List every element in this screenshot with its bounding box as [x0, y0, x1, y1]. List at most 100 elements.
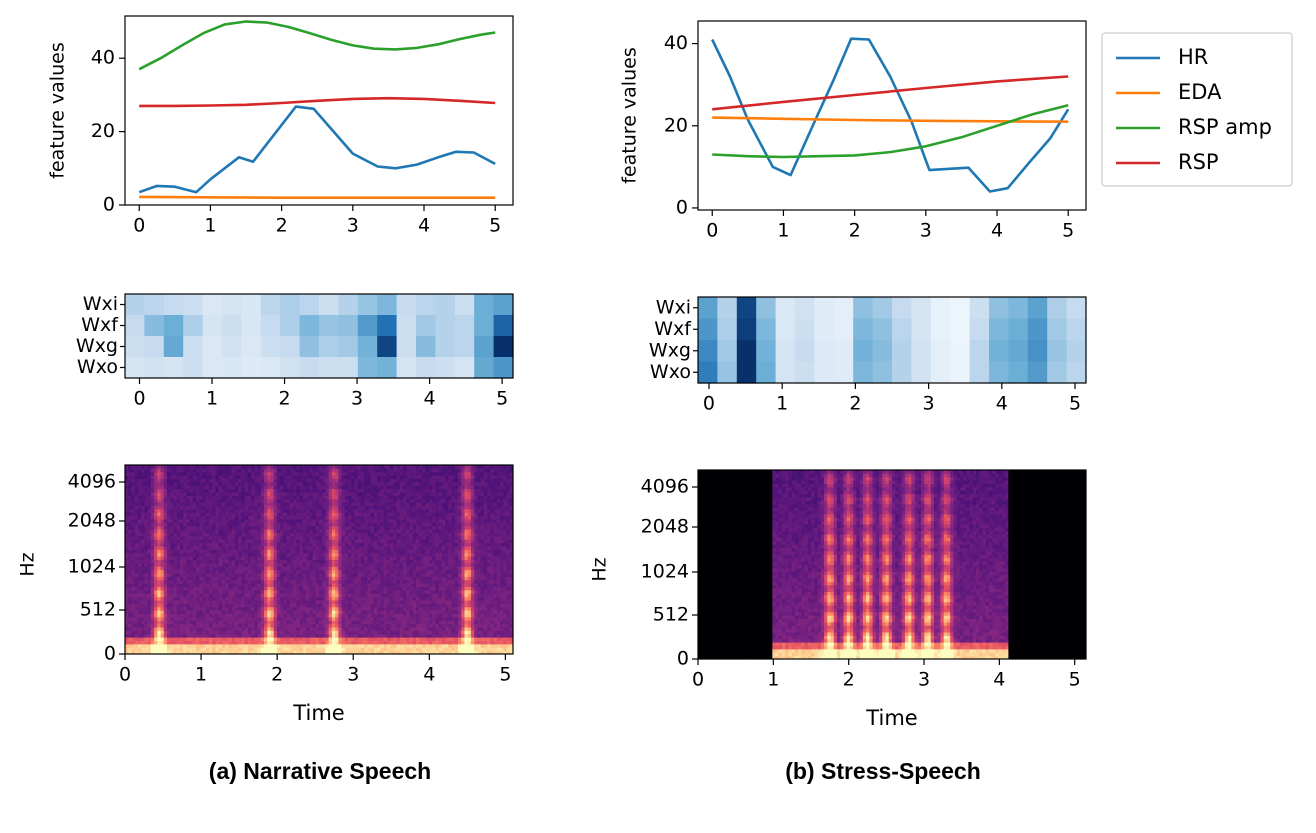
spectrogram_a-cell — [141, 509, 145, 513]
spectrogram_a-cell — [151, 620, 155, 624]
spectrogram_a-cell — [313, 587, 317, 591]
spectrogram_a-cell — [296, 502, 300, 506]
spectrogram_a-cell — [144, 647, 148, 651]
spectrogram_a-cell — [364, 576, 368, 580]
spectrogram_a-cell — [170, 512, 174, 516]
spectrogram_a-cell — [238, 617, 242, 621]
spectrogram_a-cell — [170, 475, 174, 479]
spectrogram_a-cell — [254, 563, 258, 567]
spectrogram_a-cell — [241, 580, 245, 584]
spectrogram_a-cell — [342, 630, 346, 634]
spectrogram_a-cell — [287, 549, 291, 553]
spectrogram_a-cell — [193, 546, 197, 550]
spectrogram_a-cell — [254, 556, 258, 560]
spectrogram_a-cell — [190, 526, 194, 530]
spectrogram_a-cell — [245, 617, 249, 621]
spectrogram_a-cell — [293, 617, 297, 621]
spectrogram_a-cell — [209, 587, 213, 591]
spectrogram_a-cell — [216, 630, 220, 634]
spectrogram_a-cell — [364, 485, 368, 489]
weights_b-cell — [717, 362, 737, 384]
spectrogram_a-cell — [267, 566, 271, 570]
spectrogram_a-cell — [157, 472, 161, 476]
spectrogram_a-cell — [277, 475, 281, 479]
spectrogram_a-cell — [335, 627, 339, 631]
spectrogram_a-cell — [390, 556, 394, 560]
spectrogram_a-cell — [364, 468, 368, 472]
spectrogram_a-cell — [271, 506, 275, 510]
spectrogram_a-cell — [251, 627, 255, 631]
spectrogram_a-cell — [148, 475, 152, 479]
spectrogram_a-cell — [167, 495, 171, 499]
spectrogram_a-cell — [261, 607, 265, 611]
spectrogram_a-cell — [190, 506, 194, 510]
spectrogram_a-cell — [174, 546, 178, 550]
spectrogram_a-cell — [377, 603, 381, 607]
spectrogram_a-cell — [203, 509, 207, 513]
spectrogram_a-cell — [384, 647, 388, 651]
spectrogram_a-cell — [264, 509, 268, 513]
spectrogram_a-cell — [203, 543, 207, 547]
spectrogram_a-cell — [338, 590, 342, 594]
spectrogram_a-cell — [358, 641, 362, 645]
spectrogram_a-cell — [177, 543, 181, 547]
spectrogram_a-cell — [280, 509, 284, 513]
spectrogram_a-cell — [283, 637, 287, 641]
spectrogram_a-cell — [358, 509, 362, 513]
spectrogram_a-cell — [183, 570, 187, 574]
spectrogram_a-cell — [387, 580, 391, 584]
spectrogram_a-cell — [222, 509, 226, 513]
spectrogram_a-cell — [148, 533, 152, 537]
spectrogram_a-cell — [138, 492, 142, 496]
spectrogram_a-cell — [193, 472, 197, 476]
spectrogram_a-cell — [232, 519, 236, 523]
spectrogram_a-cell — [235, 587, 239, 591]
spectrogram_a-cell — [164, 624, 168, 628]
spectrogram_a-cell — [361, 587, 365, 591]
spectrogram_a-cell — [290, 495, 294, 499]
spectrogram_a-cell — [174, 475, 178, 479]
spectrogram_a-cell — [322, 519, 326, 523]
spectrogram_a-cell — [254, 529, 258, 533]
spectrogram_a-cell — [251, 506, 255, 510]
spectrogram_a-cell — [209, 590, 213, 594]
spectrogram_a-cell — [157, 607, 161, 611]
spectrogram_a-cell — [174, 479, 178, 483]
spectrogram_a-cell — [228, 556, 232, 560]
spectrogram_a-cell — [167, 620, 171, 624]
spectrogram_a-cell — [300, 492, 304, 496]
spectrogram_a-cell — [283, 610, 287, 614]
spectrogram_a-cell — [186, 526, 190, 530]
spectrogram_a-cell — [135, 593, 139, 597]
spectrogram_a-cell — [170, 637, 174, 641]
spectrogram_a-cell — [245, 560, 249, 564]
spectrogram_a-cell — [131, 563, 135, 567]
spectrogram_a-cell — [228, 519, 232, 523]
spectrogram_a-cell — [161, 607, 165, 611]
spectrogram_a-cell — [180, 499, 184, 503]
spectrogram_a-cell — [358, 522, 362, 526]
spectrogram_a-cell — [135, 647, 139, 651]
spectrogram_a-cell — [264, 614, 268, 618]
spectrogram_a-cell — [377, 549, 381, 553]
spectrogram_a-cell — [267, 607, 271, 611]
spectrogram_a-cell — [167, 546, 171, 550]
spectrogram_a-cell — [180, 634, 184, 638]
spectrogram_a-cell — [157, 539, 161, 543]
spectrogram_a-cell — [374, 573, 378, 577]
spectrogram_a-cell — [393, 597, 397, 601]
spectrogram_a-cell — [329, 563, 333, 567]
spectrogram_a-cell — [138, 475, 142, 479]
spectrogram_a-cell — [199, 573, 203, 577]
spectrogram_a-cell — [390, 617, 394, 621]
spectrogram_a-cell — [316, 543, 320, 547]
spectrogram_a-cell — [154, 529, 158, 533]
spectrogram_a-cell — [254, 560, 258, 564]
spectrogram_a-cell — [161, 549, 165, 553]
spectrogram_a-cell — [180, 614, 184, 618]
spectrogram_a-cell — [193, 590, 197, 594]
spectrogram_a-cell — [232, 583, 236, 587]
spectrogram_a-cell — [377, 539, 381, 543]
spectrogram_a-cell — [377, 563, 381, 567]
spectrogram_a-cell — [348, 549, 352, 553]
